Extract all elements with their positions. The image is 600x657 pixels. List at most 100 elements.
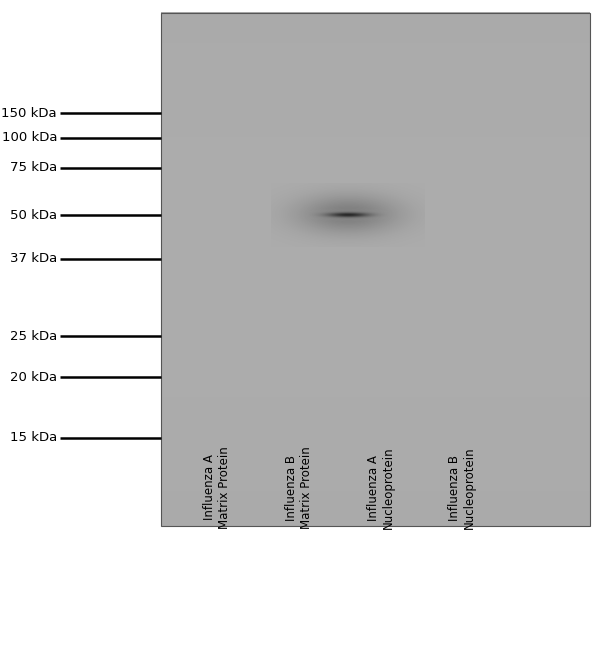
Bar (161, 127, 590, 133)
Bar (161, 367, 590, 372)
Bar (161, 397, 590, 401)
Bar (161, 448, 590, 453)
Bar (161, 137, 590, 141)
Bar (161, 435, 590, 440)
Bar (161, 149, 590, 154)
Bar (161, 55, 590, 60)
Bar (161, 363, 590, 368)
Text: 20 kDa: 20 kDa (10, 371, 57, 384)
Bar (161, 495, 590, 500)
Bar (161, 486, 590, 491)
Bar (161, 342, 590, 346)
Bar (161, 427, 590, 432)
Bar (161, 405, 590, 410)
Bar (161, 457, 590, 462)
Bar (161, 461, 590, 466)
Bar (161, 346, 590, 351)
Bar (161, 89, 590, 95)
Bar (161, 440, 590, 444)
Bar (161, 175, 590, 179)
Bar (161, 183, 590, 189)
Bar (161, 38, 590, 43)
Text: 25 kDa: 25 kDa (10, 330, 57, 343)
Bar (161, 375, 590, 380)
Bar (161, 217, 590, 222)
Bar (161, 452, 590, 457)
Bar (161, 115, 590, 120)
Bar (161, 512, 590, 517)
Bar (161, 154, 590, 158)
Bar (161, 196, 590, 201)
Bar (161, 350, 590, 355)
Text: 100 kDa: 100 kDa (1, 131, 57, 145)
Bar (161, 269, 590, 273)
Bar (161, 431, 590, 436)
Bar (161, 444, 590, 449)
Bar (161, 520, 590, 526)
Bar (161, 192, 590, 197)
Bar (161, 47, 590, 52)
Bar (161, 401, 590, 406)
Bar (161, 307, 590, 312)
Bar (161, 393, 590, 397)
Bar (161, 13, 590, 526)
Bar (161, 166, 590, 171)
Bar (161, 64, 590, 68)
Bar (161, 85, 590, 90)
Bar (161, 359, 590, 363)
Bar (161, 162, 590, 167)
Bar (161, 469, 590, 474)
Bar (161, 72, 590, 78)
Bar (161, 286, 590, 291)
Bar (161, 503, 590, 509)
Bar (161, 328, 590, 334)
Text: 37 kDa: 37 kDa (10, 252, 57, 265)
Bar (161, 316, 590, 321)
Bar (161, 371, 590, 376)
Bar (161, 277, 590, 283)
Bar (161, 34, 590, 39)
Bar (161, 188, 590, 193)
Bar (161, 209, 590, 214)
Bar (161, 252, 590, 256)
Bar (161, 239, 590, 244)
Bar (161, 499, 590, 505)
Bar (161, 42, 590, 47)
Bar (161, 320, 590, 325)
Bar (161, 380, 590, 385)
Text: Influenza B
Matrix Protein: Influenza B Matrix Protein (285, 446, 313, 529)
Bar (161, 16, 590, 22)
Bar (161, 491, 590, 495)
Bar (161, 388, 590, 393)
Bar (161, 222, 590, 227)
Bar (161, 231, 590, 235)
Bar (161, 311, 590, 317)
Bar (161, 474, 590, 478)
Bar (161, 337, 590, 342)
Bar (161, 93, 590, 99)
Bar (161, 98, 590, 103)
Bar (161, 265, 590, 269)
Bar (161, 25, 590, 30)
Bar (161, 281, 590, 286)
Bar (161, 158, 590, 162)
Bar (161, 273, 590, 278)
Bar (161, 290, 590, 295)
Bar (161, 418, 590, 423)
Bar (161, 179, 590, 184)
Bar (161, 248, 590, 252)
Bar (161, 51, 590, 56)
Bar (161, 482, 590, 487)
Bar (161, 465, 590, 470)
Bar (161, 145, 590, 150)
Bar (161, 21, 590, 26)
Bar (161, 81, 590, 86)
Text: Influenza B
Nucleoprotein: Influenza B Nucleoprotein (448, 446, 476, 529)
Bar (161, 414, 590, 419)
Text: 150 kDa: 150 kDa (1, 106, 57, 120)
Bar (161, 516, 590, 522)
Bar (161, 478, 590, 483)
Bar (161, 243, 590, 248)
Bar (161, 170, 590, 175)
Bar (161, 303, 590, 307)
